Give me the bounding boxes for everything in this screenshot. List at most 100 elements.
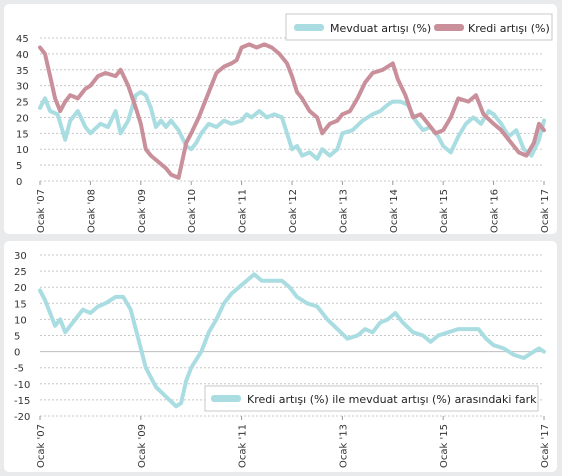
- data-point-kredi: [457, 97, 459, 99]
- data-point-fark: [288, 286, 291, 288]
- data-point-mevduat: [379, 110, 381, 112]
- data-point-mevduat: [165, 126, 167, 128]
- data-point-fark: [493, 344, 495, 346]
- x-tick-label: Ocak '12: [288, 189, 299, 233]
- data-point-fark: [82, 309, 84, 311]
- data-point-kredi: [309, 110, 311, 112]
- data-point-kredi: [165, 167, 167, 169]
- data-point-kredi: [525, 155, 528, 157]
- data-point-fark: [326, 318, 328, 320]
- x-tick-label: Ocak '10: [187, 189, 198, 233]
- x-tick-label: Ocak '11: [238, 189, 249, 233]
- x-tick-label: Ocak '07: [36, 189, 47, 233]
- data-point-kredi: [64, 101, 66, 103]
- data-point-fark: [412, 331, 414, 333]
- data-point-fark: [246, 280, 248, 282]
- data-point-mevduat: [273, 113, 275, 115]
- data-point-kredi: [49, 75, 51, 77]
- data-point-kredi: [296, 91, 298, 93]
- top-legend: Mevduat artışı (%) Kredi artışı (%): [285, 13, 553, 41]
- x-tick-label: Ocak '15: [439, 424, 450, 468]
- data-point-fark: [230, 293, 233, 295]
- legend-swatch-kredi: [434, 24, 464, 31]
- data-point-kredi: [190, 132, 192, 134]
- x-tick-label: Ocak '15: [439, 189, 450, 233]
- data-point-mevduat: [523, 148, 525, 150]
- data-point-kredi: [442, 129, 444, 131]
- data-point-fark: [447, 331, 449, 333]
- data-point-mevduat: [241, 120, 243, 122]
- data-point-mevduat: [538, 139, 540, 141]
- data-point-fark: [64, 331, 66, 333]
- x-tick-label: Ocak '17: [540, 424, 551, 468]
- data-point-fark: [346, 338, 348, 340]
- data-point-mevduat: [57, 113, 59, 115]
- data-point-kredi: [185, 142, 187, 144]
- data-point-kredi: [349, 110, 351, 112]
- data-point-kredi: [427, 123, 429, 125]
- data-point-fark: [430, 341, 432, 343]
- data-point-kredi: [59, 110, 61, 112]
- data-point-fark: [467, 328, 469, 330]
- data-point-fark: [200, 351, 202, 353]
- data-point-fark: [155, 386, 157, 388]
- data-point-fark: [437, 334, 439, 337]
- data-point-kredi: [364, 81, 366, 84]
- data-point-kredi: [54, 97, 56, 99]
- data-point-fark: [387, 318, 389, 320]
- data-point-kredi: [419, 113, 422, 115]
- y-tick-label: 35: [16, 66, 29, 77]
- data-point-mevduat: [215, 126, 217, 128]
- data-point-mevduat: [230, 123, 233, 125]
- x-tick-label: Ocak '13: [338, 189, 349, 233]
- y-tick-label: 20: [16, 113, 29, 124]
- data-point-fark: [296, 296, 298, 298]
- y-tick-label: -5: [14, 364, 24, 375]
- legend-swatch-mevduat: [294, 24, 324, 31]
- bottom-legend: Kredi artışı (%) ile mevduat artışı (%) …: [204, 385, 539, 412]
- data-point-mevduat: [120, 132, 122, 134]
- data-point-kredi: [397, 78, 399, 80]
- data-point-kredi: [286, 62, 288, 64]
- data-point-kredi: [508, 139, 510, 141]
- y-tick-label: 10: [14, 315, 27, 326]
- data-point-mevduat: [69, 120, 71, 122]
- data-point-fark: [316, 305, 318, 308]
- y-tick-label: 10: [16, 145, 29, 156]
- x-tick-label: Ocak '09: [137, 424, 148, 468]
- data-point-fark: [261, 280, 263, 282]
- data-point-mevduat: [251, 116, 253, 118]
- data-point-kredi: [170, 174, 172, 176]
- data-point-kredi: [500, 129, 502, 131]
- data-point-fark: [477, 328, 480, 330]
- data-point-kredi: [467, 101, 469, 103]
- legend-label-kredi: Kredi artışı (%): [468, 22, 550, 35]
- data-point-kredi: [77, 97, 79, 99]
- data-point-kredi: [215, 72, 217, 74]
- data-point-mevduat: [329, 155, 331, 157]
- data-point-fark: [165, 396, 167, 398]
- data-point-mevduat: [49, 110, 51, 112]
- data-point-mevduat: [437, 135, 439, 138]
- data-point-kredi: [271, 46, 273, 49]
- deposit-credit-growth-chart: 45 40 35 30 25 20 15 10 5 0 Ocak '07 Ocak '08 Ocak …: [16, 13, 553, 233]
- data-point-mevduat: [84, 126, 86, 128]
- data-point-mevduat: [442, 145, 444, 147]
- data-point-fark: [533, 351, 535, 353]
- data-point-mevduat: [140, 91, 142, 93]
- data-point-mevduat: [500, 123, 502, 125]
- data-point-fark: [306, 302, 308, 304]
- data-point-kredi: [412, 116, 414, 118]
- data-point-mevduat: [296, 145, 298, 147]
- data-point-kredi: [157, 161, 159, 163]
- data-point-fark: [538, 347, 540, 349]
- data-point-mevduat: [246, 113, 248, 115]
- data-point-kredi: [241, 46, 243, 49]
- x-tick-label: Ocak '11: [238, 424, 249, 468]
- data-point-kredi: [341, 113, 343, 115]
- y-tick-label: 15: [14, 299, 27, 310]
- data-point-mevduat: [457, 135, 459, 138]
- data-point-kredi: [145, 148, 147, 150]
- data-point-mevduat: [530, 155, 533, 157]
- data-point-fark: [364, 328, 366, 330]
